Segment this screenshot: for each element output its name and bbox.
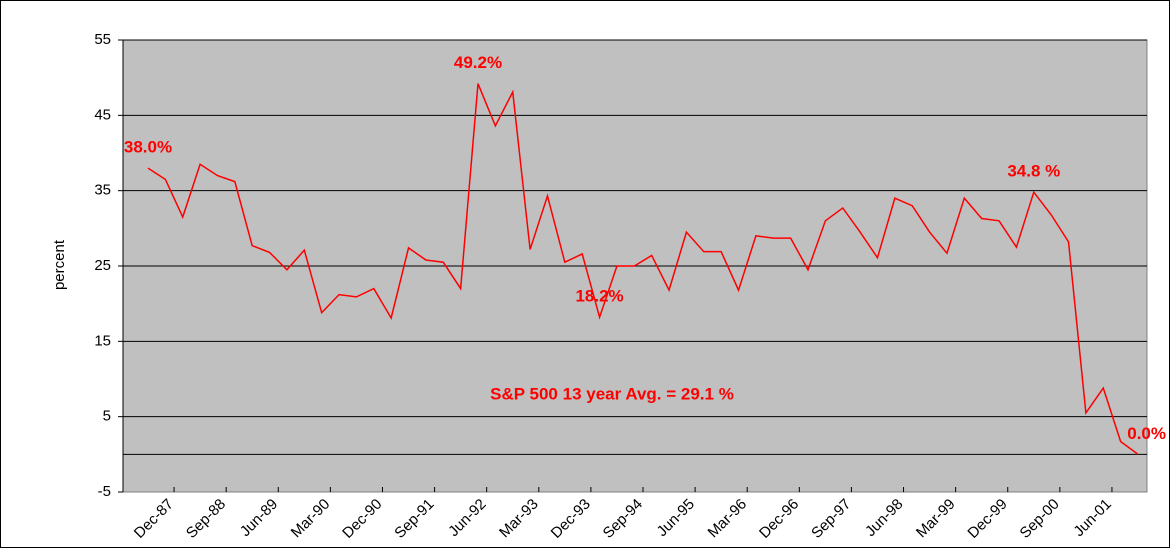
- data-label: 49.2%: [454, 53, 502, 72]
- data-label: 38.0%: [124, 138, 172, 157]
- y-tick-label: 45: [94, 106, 111, 123]
- line: [147, 83, 1139, 455]
- y-tick-label: 35: [94, 182, 111, 199]
- data-label: 18.2%: [575, 287, 623, 306]
- annotation: S&P 500 13 year Avg. = 29.1 %: [490, 384, 734, 403]
- y-tick-label: 5: [103, 408, 111, 425]
- y-tick-label: -5: [98, 483, 111, 500]
- y-tick-label: 25: [94, 257, 111, 274]
- y-tick-label: 15: [94, 332, 111, 349]
- data-label: 0.0%: [1127, 424, 1166, 443]
- y-tick-label: 55: [94, 31, 111, 48]
- data-label: 34.8 %: [1007, 162, 1060, 181]
- y-axis-label: percent: [51, 239, 68, 290]
